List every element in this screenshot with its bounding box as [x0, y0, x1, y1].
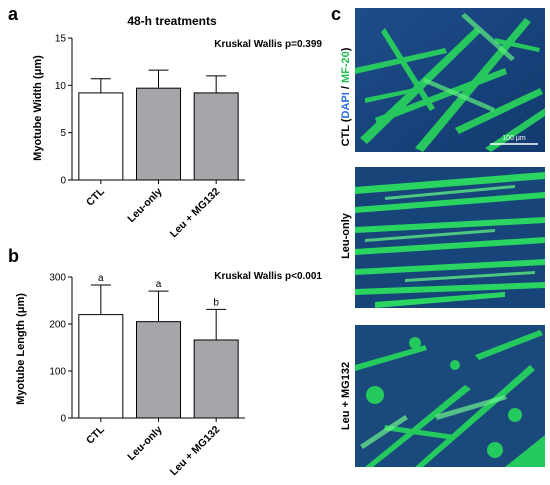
micrograph-ctl-image: 100 μm — [355, 8, 545, 152]
stain-label-dapi: DAPI — [340, 92, 352, 118]
row-label-leu-mg132: Leu + MG132 — [340, 362, 352, 430]
chart-b-annotation: Kruskal Wallis p<0.001 — [214, 271, 322, 282]
chart-b-x-tick-label: CTL — [84, 423, 107, 446]
micrograph-leu-mg132-image — [355, 325, 545, 467]
chart-b-x-tick-label: Leu + MG132 — [168, 424, 223, 479]
svg-text:CTL (DAPI /: CTL (DAPI / MF-20) — [340, 47, 352, 146]
scale-bar-label: 100 μm — [502, 135, 526, 142]
chart-b-bar — [193, 339, 239, 419]
chart-a-bar — [136, 87, 181, 181]
chart-b-y-tick-label: 100 — [49, 367, 66, 378]
chart-b-significance-letter: b — [213, 297, 219, 308]
panel-label-b: b — [8, 246, 19, 266]
chart-a-y-tick-label: 10 — [55, 81, 67, 92]
chart-a-ylabel: Myotube Width (μm) — [32, 55, 44, 161]
chart-a-x-tick-label: CTL — [84, 185, 107, 208]
chart-a-y-tick-label: 15 — [55, 34, 67, 45]
chart-a-title: 48-h treatments — [127, 14, 217, 28]
chart-b-bar — [78, 314, 124, 419]
chart-a-y-tick-label: 5 — [60, 128, 66, 139]
panel-label-a: a — [8, 4, 19, 24]
micrograph-leu-only — [355, 167, 545, 308]
chart-b-y-tick-label: 300 — [49, 273, 66, 284]
chart-b-ylabel: Myotube Length (μm) — [15, 293, 27, 405]
row-label-ctl: CTL — [340, 125, 352, 147]
stain-label-mf20: MF-20 — [340, 51, 352, 83]
micrograph-ctl: 100 μm — [355, 8, 545, 152]
chart-b-myotube-length: Kruskal Wallis p<0.001 Myotube Length (μ… — [15, 271, 322, 478]
chart-b-y-tick-label: 0 — [60, 414, 66, 425]
chart-b-y-tick-label: 200 — [49, 320, 66, 331]
panel-label-c: c — [331, 4, 341, 24]
chart-a-x-tick-label: Leu-only — [125, 186, 165, 226]
row-label-leu-only: Leu-only — [340, 212, 352, 259]
stain-separator: / — [340, 86, 352, 89]
chart-a-annotation: Kruskal Wallis p=0.399 — [214, 39, 322, 50]
chart-a-bar — [193, 92, 239, 181]
chart-a-myotube-width: 48-h treatments Kruskal Wallis p=0.399 M… — [32, 14, 322, 240]
chart-a-x-tick-label: Leu + MG132 — [168, 186, 223, 241]
chart-b-significance-letter: a — [156, 279, 162, 290]
micrograph-leu-only-image — [355, 167, 545, 308]
chart-a-y-tick-label: 0 — [60, 176, 66, 187]
chart-b-x-tick-label: Leu-only — [125, 424, 165, 464]
chart-a-bar — [78, 92, 124, 181]
micrograph-leu-mg132 — [355, 325, 545, 467]
chart-b-bar — [136, 321, 181, 419]
chart-b-significance-letter: a — [98, 273, 104, 284]
micrograph-row-label-1: CTL (DAPI / MF-20) — [340, 47, 352, 146]
